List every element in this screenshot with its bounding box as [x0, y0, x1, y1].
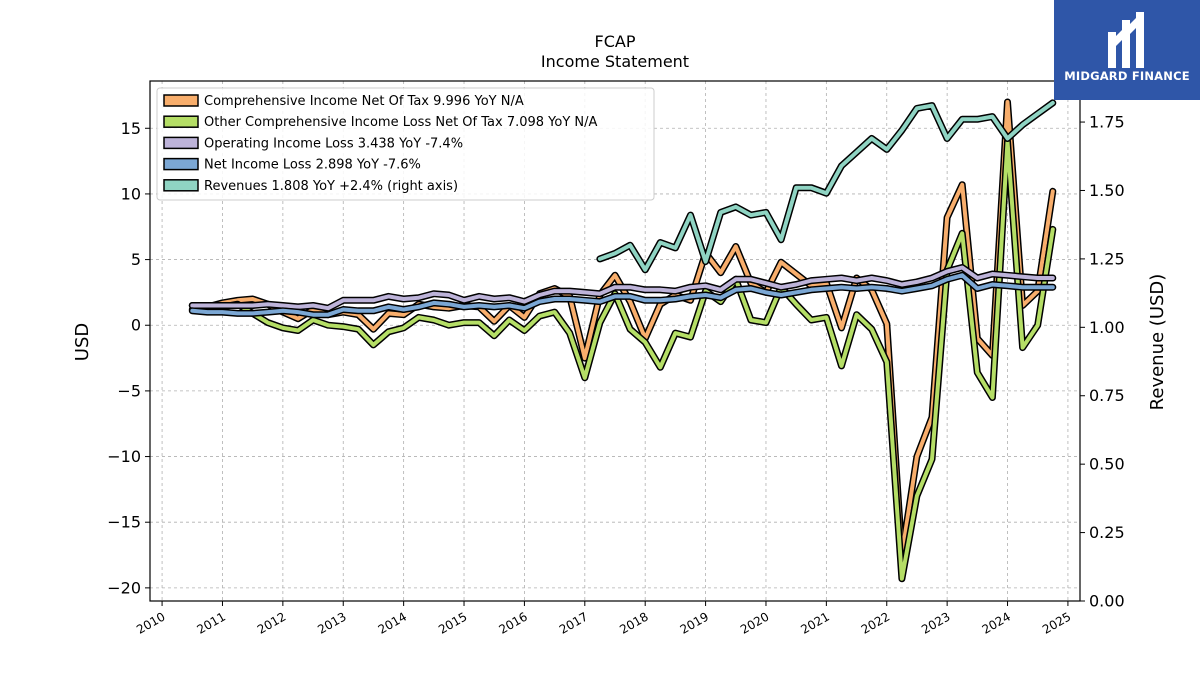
series-line-3 [190, 273, 1055, 317]
x-tick-label: 2025 [1040, 609, 1073, 636]
y-right-tick-label: 0.00 [1089, 592, 1125, 611]
x-tick-label: 2011 [195, 609, 228, 636]
series-line-2 [190, 265, 1055, 311]
series-outline-1 [188, 137, 1057, 583]
y-right-tick-label: 0.25 [1089, 523, 1125, 542]
y-right-tick-label: 1.50 [1089, 181, 1125, 200]
x-tick-label: 2022 [859, 609, 892, 636]
x-tick-label: 2014 [376, 609, 409, 636]
y-tick-label: −15 [107, 513, 141, 532]
x-tick-label: 2015 [436, 609, 469, 636]
x-tick-label: 2012 [255, 609, 288, 636]
y-axis-right-label: Revenue (USD) [1147, 274, 1168, 411]
y-tick-label: 10 [121, 184, 141, 203]
legend-swatch [163, 157, 199, 171]
y-axis-label: USD [72, 323, 93, 361]
series-line-4 [597, 100, 1055, 272]
x-tick-label: 2010 [134, 609, 167, 636]
y-tick-label: 0 [131, 316, 141, 335]
x-tick-label: 2013 [315, 609, 348, 636]
y-right-tick-label: 1.00 [1089, 318, 1125, 337]
x-tick-label: 2024 [980, 609, 1013, 636]
chart-title: FCAP [595, 32, 636, 51]
legend-swatch [163, 115, 199, 128]
chart-subtitle: Income Statement [541, 52, 689, 71]
series-line-1 [190, 139, 1055, 581]
legend-swatch [163, 136, 199, 150]
legend-box [156, 87, 655, 201]
x-tick-label: 2017 [557, 609, 590, 636]
legend-entry: Comprehensive Income Net Of Tax 9.996 Yo… [204, 94, 524, 109]
x-tick-label: 2018 [617, 609, 650, 636]
y-tick-label: −20 [107, 578, 141, 597]
legend: Comprehensive Income Net Of Tax 9.996 Yo… [156, 87, 655, 201]
y-right-tick-label: 1.25 [1089, 249, 1125, 268]
series-lines [188, 98, 1057, 583]
x-tick-label: 2019 [678, 609, 711, 636]
y-right-tick-label: 0.50 [1089, 455, 1125, 474]
legend-swatch [163, 179, 199, 192]
brand-logo: MIDGARD FINANCE [1054, 0, 1200, 100]
legend-entry: Other Comprehensive Income Loss Net Of T… [204, 115, 598, 130]
y-right-tick-label: 1.75 [1089, 113, 1125, 132]
x-tick-label: 2016 [496, 609, 529, 636]
y-tick-label: 5 [131, 250, 141, 269]
y-right-tick-label: 0.75 [1089, 386, 1125, 405]
y-tick-label: −5 [117, 381, 141, 400]
plot-frame [149, 80, 1081, 602]
x-tick-label: 2020 [738, 609, 771, 636]
x-tick-label: 2021 [798, 609, 831, 636]
brand-mark-icon [1108, 12, 1144, 68]
brand-name: MIDGARD FINANCE [1064, 69, 1190, 83]
legend-entry: Net Income Loss 2.898 YoY -7.6% [204, 158, 421, 173]
legend-entry: Operating Income Loss 3.438 YoY -7.4% [204, 136, 463, 151]
y-tick-label: 15 [121, 119, 141, 138]
x-tick-label: 2023 [919, 609, 952, 636]
legend-entry: Revenues 1.808 YoY +2.4% (right axis) [204, 179, 458, 194]
legend-swatch [163, 94, 199, 107]
y-tick-label: −10 [107, 447, 141, 466]
